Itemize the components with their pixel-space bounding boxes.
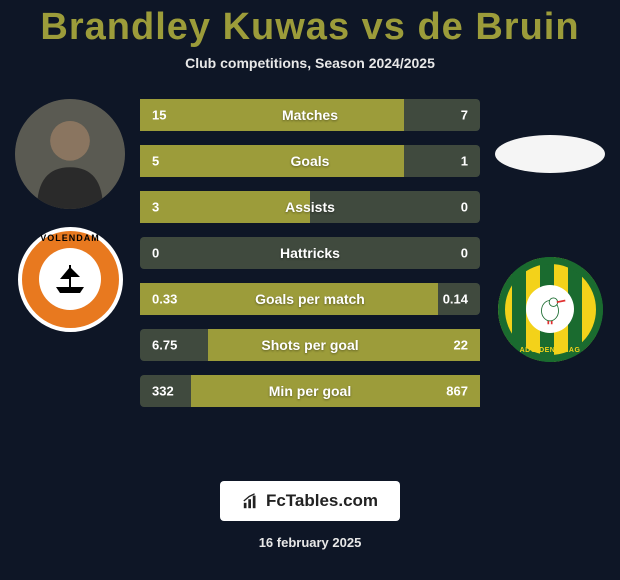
stat-label: Hattricks: [280, 245, 340, 261]
stat-label: Min per goal: [269, 383, 351, 399]
right-column: ADO DEN HAAG: [490, 99, 610, 369]
stat-row: 3 0 Assists: [140, 191, 480, 223]
stat-label: Matches: [282, 107, 338, 123]
comparison-content: VOLENDAM: [0, 99, 620, 407]
stat-label: Assists: [285, 199, 335, 215]
stat-value-left: 5: [152, 154, 159, 169]
stat-label: Goals per match: [255, 291, 365, 307]
club-badge-volendam: VOLENDAM: [18, 227, 123, 332]
stat-row: 332 867 Min per goal: [140, 375, 480, 407]
stat-value-right: 22: [454, 338, 468, 353]
stat-value-right: 0: [461, 200, 468, 215]
page-title: Brandley Kuwas vs de Bruin: [0, 0, 620, 49]
club-badge-text: VOLENDAM: [18, 233, 123, 243]
ship-icon: [50, 259, 90, 299]
avatar-placeholder: [15, 99, 125, 209]
brand-text: FcTables.com: [266, 491, 378, 511]
stat-value-right: 1: [461, 154, 468, 169]
person-icon: [15, 99, 125, 209]
stat-value-right: 0.14: [443, 292, 468, 307]
stat-value-left: 0.33: [152, 292, 177, 307]
date-text: 16 february 2025: [0, 535, 620, 550]
stat-value-right: 7: [461, 108, 468, 123]
stat-value-left: 15: [152, 108, 166, 123]
left-column: VOLENDAM: [10, 99, 130, 339]
stat-row: 15 7 Matches: [140, 99, 480, 131]
stat-value-right: 0: [461, 246, 468, 261]
stat-row: 0.33 0.14 Goals per match: [140, 283, 480, 315]
subtitle: Club competitions, Season 2024/2025: [0, 55, 620, 71]
stork-icon: [533, 292, 567, 326]
stat-value-right: 867: [446, 384, 468, 399]
player-right-club: ADO DEN HAAG: [490, 249, 610, 369]
stat-label: Shots per goal: [261, 337, 358, 353]
player-right-avatar: [490, 99, 610, 209]
club-badge-text: ADO DEN HAAG: [498, 347, 603, 354]
stat-value-left: 332: [152, 384, 174, 399]
stat-row: 5 1 Goals: [140, 145, 480, 177]
stat-label: Goals: [291, 153, 330, 169]
stat-value-left: 6.75: [152, 338, 177, 353]
avatar-blank: [495, 135, 605, 173]
stats-bars: 15 7 Matches 5 1 Goals 3 0 Assists 0 0 Hattricks 0.3…: [140, 99, 480, 407]
club-badge-ado: ADO DEN HAAG: [498, 257, 603, 362]
stat-row: 0 0 Hattricks: [140, 237, 480, 269]
player-left-avatar: [10, 99, 130, 209]
chart-icon: [242, 492, 260, 510]
brand-box: FcTables.com: [220, 481, 400, 521]
stat-row: 6.75 22 Shots per goal: [140, 329, 480, 361]
footer: FcTables.com 16 february 2025: [0, 481, 620, 550]
player-left-club: VOLENDAM: [10, 219, 130, 339]
stat-value-left: 3: [152, 200, 159, 215]
stat-value-left: 0: [152, 246, 159, 261]
